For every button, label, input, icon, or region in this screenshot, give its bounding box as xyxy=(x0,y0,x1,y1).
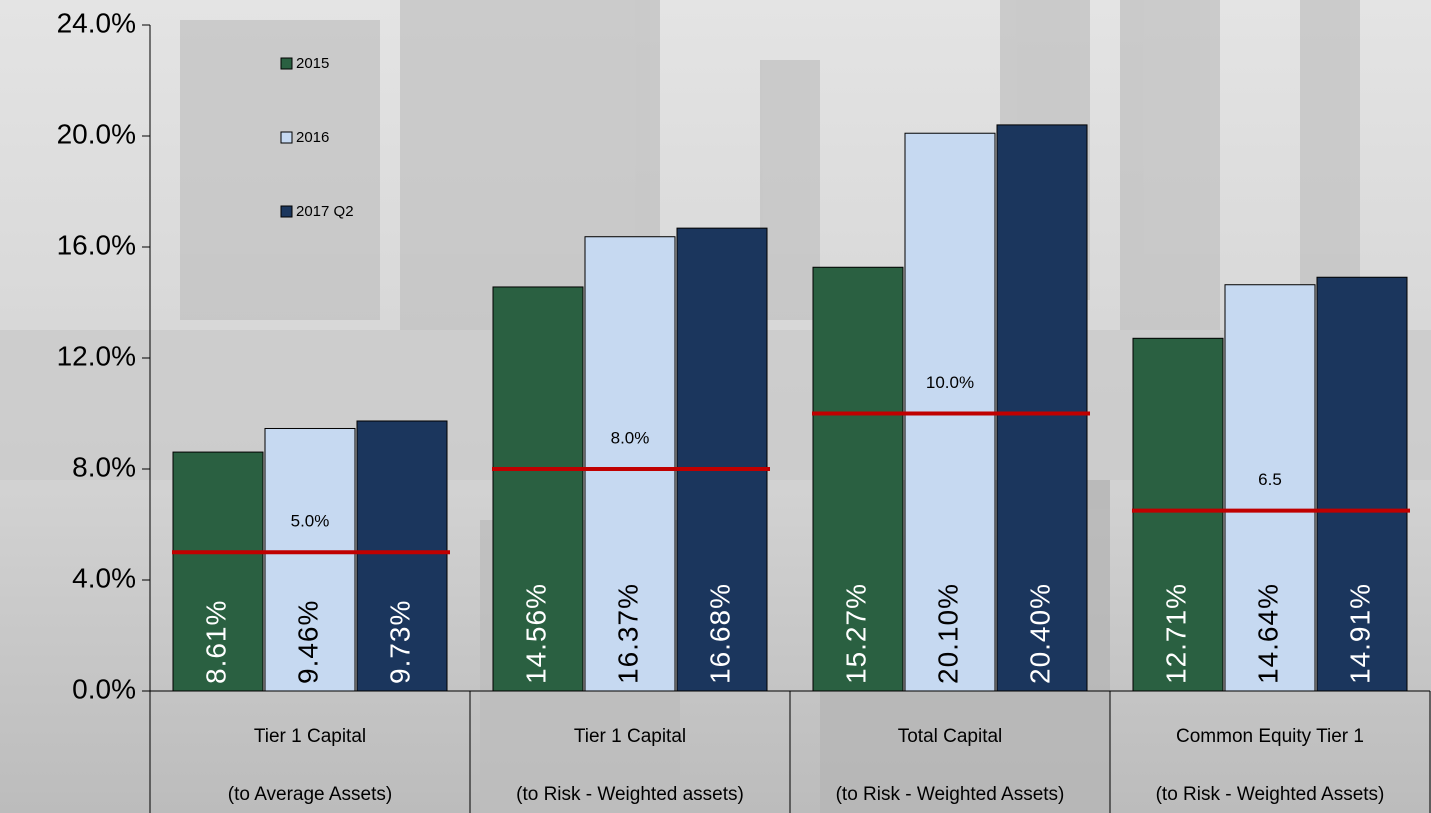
legend-swatch xyxy=(280,57,293,70)
value-label: 14.91% xyxy=(1344,583,1375,684)
value-label: 16.68% xyxy=(704,583,735,684)
bar xyxy=(264,427,356,692)
x-tick-label: (to Risk - Weighted Assets) xyxy=(1156,784,1385,805)
x-tick-label: Tier 1 Capital xyxy=(254,726,366,747)
threshold-label: 10.0% xyxy=(926,373,974,392)
bar xyxy=(1132,337,1224,692)
legend-label: 2016 xyxy=(296,129,329,146)
value-label: 15.27% xyxy=(840,583,871,684)
bar xyxy=(1224,284,1316,692)
value-label: 20.40% xyxy=(1024,583,1055,684)
y-tick-label: 20.0% xyxy=(57,118,136,149)
bar xyxy=(172,451,264,692)
bar xyxy=(996,124,1088,692)
x-tick-label: Common Equity Tier 1 xyxy=(1176,726,1364,747)
x-tick-label: Tier 1 Capital xyxy=(574,726,686,747)
y-tick-label: 12.0% xyxy=(57,340,136,371)
bar xyxy=(676,227,768,692)
legend-label: 2017 Q2 xyxy=(296,203,354,220)
y-tick-label: 0.0% xyxy=(72,673,136,704)
x-tick-label: (to Average Assets) xyxy=(228,784,392,805)
x-tick-label: (to Risk - Weighted assets) xyxy=(516,784,744,805)
y-tick-label: 8.0% xyxy=(72,451,136,482)
value-label: 9.46% xyxy=(292,600,323,684)
threshold-label: 5.0% xyxy=(291,512,330,531)
value-label: 14.64% xyxy=(1252,583,1283,684)
value-label: 14.56% xyxy=(520,583,551,684)
threshold-label: 8.0% xyxy=(611,428,650,447)
bar xyxy=(356,420,448,692)
value-label: 12.71% xyxy=(1160,583,1191,684)
legend-swatch xyxy=(280,205,293,218)
x-tick-label: (to Risk - Weighted Assets) xyxy=(836,784,1065,805)
bar xyxy=(1316,276,1408,692)
threshold-label: 6.5 xyxy=(1258,470,1282,489)
bar xyxy=(584,236,676,692)
value-label: 9.73% xyxy=(384,600,415,684)
bar xyxy=(492,286,584,692)
value-label: 20.10% xyxy=(932,583,963,684)
y-tick-label: 24.0% xyxy=(57,7,136,38)
value-label: 16.37% xyxy=(612,583,643,684)
y-tick-label: 16.0% xyxy=(57,229,136,260)
value-label: 8.61% xyxy=(200,600,231,684)
bar xyxy=(812,266,904,692)
legend-swatch xyxy=(280,131,293,144)
legend-label: 2015 xyxy=(296,55,329,72)
x-tick-label: Total Capital xyxy=(898,726,1003,747)
y-tick-label: 4.0% xyxy=(72,562,136,593)
